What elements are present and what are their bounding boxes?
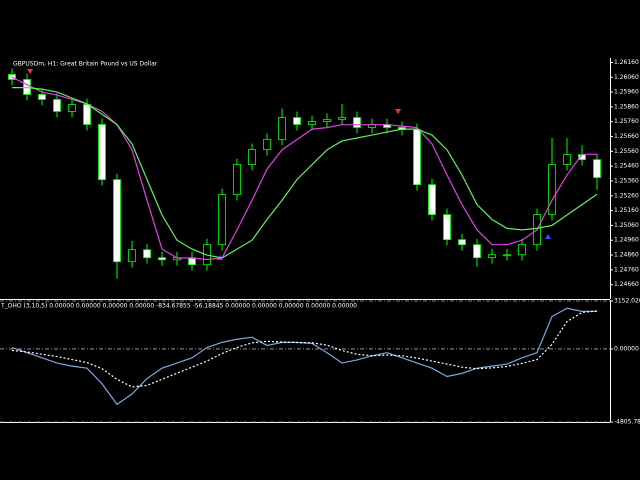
y-tick-label: 1.25960 xyxy=(614,89,639,96)
y-tick-label: 1.26060 xyxy=(614,74,639,81)
candle-body xyxy=(53,99,61,112)
y-tick-label: 1.25360 xyxy=(614,177,639,184)
y-tick-label: 1.24960 xyxy=(614,237,639,244)
candle-body xyxy=(413,129,421,186)
series-line xyxy=(11,310,598,388)
y-tick-label: 1.25760 xyxy=(614,118,639,125)
y-tick-label: 3152.0207 xyxy=(614,298,640,305)
candle-body xyxy=(233,164,241,195)
chart-title: GBPUSDm, H1: Great Britain Pound vs US D… xyxy=(13,61,158,68)
candle-body xyxy=(458,239,466,246)
sell-arrow xyxy=(27,69,33,74)
candle-body xyxy=(218,194,226,246)
y-tick-label: 1.25660 xyxy=(614,133,639,140)
candle-body xyxy=(593,159,601,178)
y-tick-label: 1.24760 xyxy=(614,266,639,273)
candle-body xyxy=(443,214,451,241)
candle-body xyxy=(158,257,166,261)
indicator-title: T_OHO (3,10,5) 0.00000 0.00000 0.00000 0… xyxy=(0,303,357,310)
y-tick-label: -4805.7825 xyxy=(614,419,640,426)
candle-body xyxy=(263,139,271,150)
candle-body xyxy=(323,119,331,122)
y-tick-label: 0.00000 xyxy=(614,345,639,352)
candle-body xyxy=(68,104,76,112)
candle-body xyxy=(23,79,31,95)
candle-body xyxy=(563,154,571,165)
candle-body xyxy=(8,74,16,80)
series-line xyxy=(12,87,598,259)
candle-body xyxy=(38,94,46,100)
candle-body xyxy=(143,249,151,259)
y-tick-label: 1.26160 xyxy=(614,59,639,66)
candle-body xyxy=(308,121,316,125)
candle-body xyxy=(248,149,256,165)
candle-body xyxy=(503,254,511,257)
y-tick-label: 1.25160 xyxy=(614,207,639,214)
y-tick-label: 1.25060 xyxy=(614,222,639,229)
y-tick-label: 1.24660 xyxy=(614,281,639,288)
candle-body xyxy=(488,254,496,259)
series-line xyxy=(11,76,597,261)
sell-arrow xyxy=(395,109,401,114)
y-tick-label: 1.25560 xyxy=(614,148,639,155)
y-tick-label: 1.25860 xyxy=(614,103,639,110)
candle-body xyxy=(83,104,91,125)
buy-arrow xyxy=(545,234,551,239)
candle-body xyxy=(278,117,286,140)
y-tick-label: 1.24860 xyxy=(614,252,639,259)
y-tick-label: 1.25260 xyxy=(614,192,639,199)
candle-body xyxy=(338,117,346,120)
candle-body xyxy=(128,249,136,263)
candle-body xyxy=(473,244,481,259)
candle-body xyxy=(518,244,526,256)
candle-body xyxy=(428,184,436,215)
candle-body xyxy=(353,117,361,128)
candle-body xyxy=(98,124,106,181)
candle-body xyxy=(548,164,556,215)
candle-body xyxy=(113,179,121,263)
candle-body xyxy=(293,117,301,125)
y-tick-label: 1.25460 xyxy=(614,163,639,170)
